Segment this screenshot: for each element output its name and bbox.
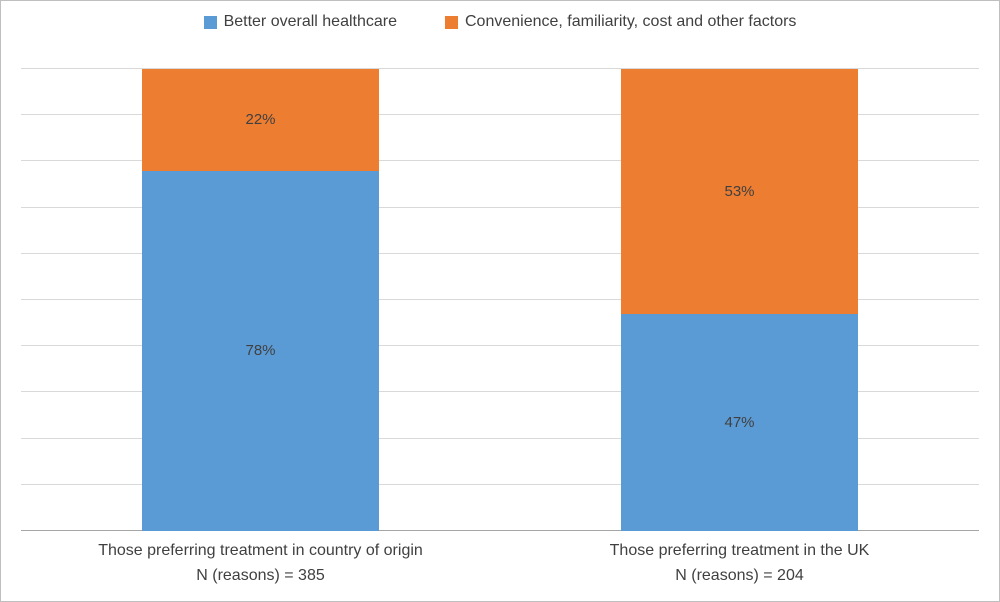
- category-label-country-of-origin: Those preferring treatment in country of…: [21, 538, 500, 588]
- legend-item-better-healthcare: Better overall healthcare: [203, 13, 397, 31]
- bar-segment-convenience-country-of-origin: 22%: [142, 69, 379, 171]
- category-label-line1: Those preferring treatment in country of…: [98, 542, 423, 559]
- gridline: [21, 391, 979, 393]
- gridline: [21, 299, 979, 300]
- legend-item-convenience: Convenience, familiarity, cost and other…: [445, 13, 796, 31]
- data-label-convenience-country-of-origin: 22%: [245, 111, 276, 129]
- x-axis-labels: Those preferring treatment in country of…: [21, 538, 979, 588]
- category-label-uk: Those preferring treatment in the UK N (…: [500, 538, 979, 588]
- category-sublabel-n: N (reasons) = 204: [675, 567, 804, 584]
- data-label-better-healthcare-country-of-origin: 78%: [245, 342, 276, 360]
- bar-country-of-origin: 22% 78%: [142, 69, 379, 531]
- gridline: [21, 68, 979, 69]
- data-label-better-healthcare-uk: 47%: [724, 413, 755, 431]
- x-axis-line: [21, 530, 979, 531]
- bar-slot-uk: 53% 47%: [500, 69, 979, 531]
- gridline: [21, 483, 979, 485]
- legend-label-convenience: Convenience, familiarity, cost and other…: [465, 13, 797, 30]
- gridline: [21, 114, 979, 116]
- gridline: [21, 437, 979, 439]
- bar-segment-better-healthcare-country-of-origin: 78%: [142, 170, 379, 531]
- gridline: [21, 206, 979, 208]
- bar-uk: 53% 47%: [621, 69, 858, 531]
- legend-swatch-blue-icon: [203, 15, 217, 29]
- category-label-line1: Those preferring treatment in the UK: [609, 542, 870, 559]
- legend: Better overall healthcare Convenience, f…: [1, 13, 999, 31]
- legend-swatch-orange-icon: [445, 15, 458, 29]
- plot-area: 22% 78% 53% 47%: [21, 68, 979, 531]
- data-label-convenience-uk: 53%: [724, 182, 755, 200]
- gridline: [21, 345, 979, 347]
- legend-label-better-healthcare: Better overall healthcare: [223, 13, 397, 30]
- bar-segment-convenience-uk: 53%: [621, 69, 858, 314]
- bar-segment-better-healthcare-uk: 47%: [621, 313, 858, 531]
- category-sublabel-n: N (reasons) = 385: [196, 567, 325, 584]
- bar-slot-country-of-origin: 22% 78%: [21, 69, 500, 531]
- gridline: [21, 160, 979, 162]
- gridline: [21, 252, 979, 254]
